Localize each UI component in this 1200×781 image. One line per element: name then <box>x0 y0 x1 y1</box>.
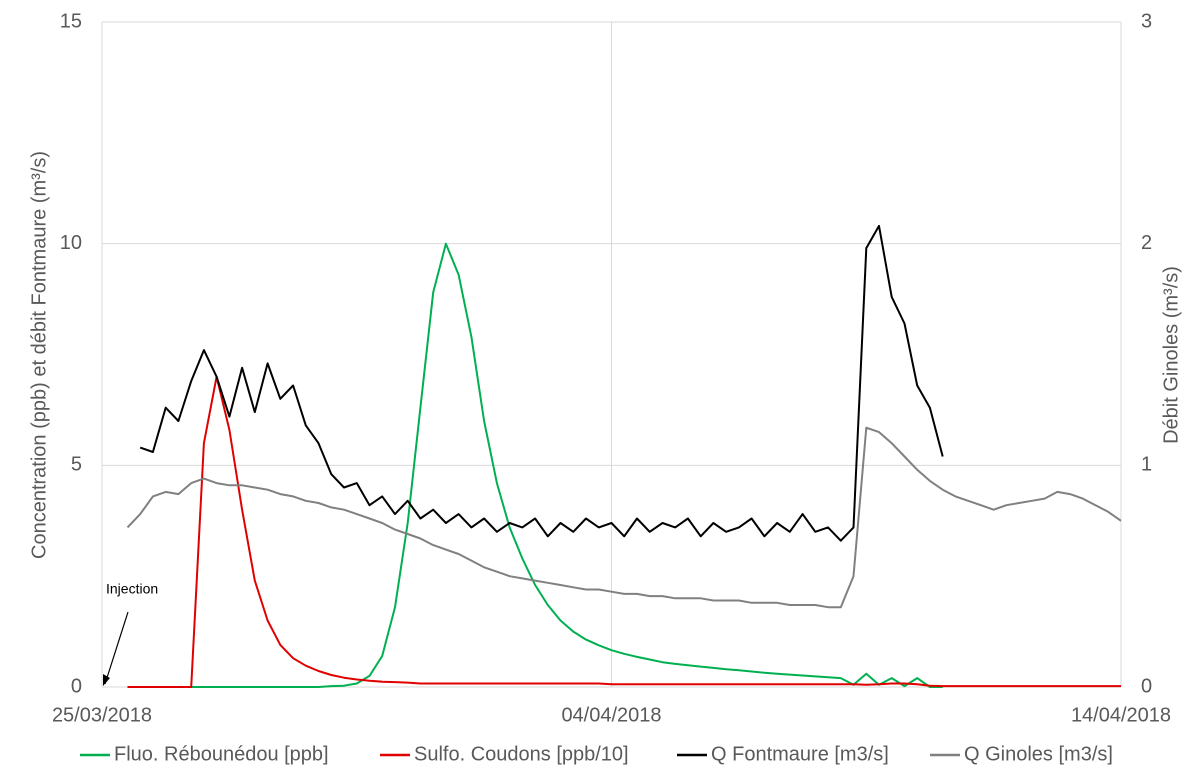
y2-axis-label: Débit Ginoles (m³/s) <box>1160 266 1182 444</box>
y2-tick-label: 3 <box>1141 10 1152 32</box>
x-tick-label: 04/04/2018 <box>561 704 661 726</box>
series-line <box>139 224 944 542</box>
x-tick-label: 14/04/2018 <box>1071 704 1171 726</box>
y-tick-label: 0 <box>71 675 82 697</box>
series-line <box>126 426 1122 609</box>
annotation: Injection <box>106 581 158 597</box>
y-tick-label: 15 <box>60 10 82 32</box>
y-axis-label: Concentration (ppb) et débit Fontmaure (… <box>28 151 50 559</box>
legend-label: Sulfo. Coudons [ppb/10] <box>414 743 629 765</box>
y2-tick-label: 0 <box>1141 675 1152 697</box>
legend-label: Fluo. Rébounédou [ppb] <box>114 743 329 765</box>
y-tick-label: 10 <box>60 232 82 254</box>
series-line <box>127 375 1121 688</box>
annotation-arrowhead <box>103 674 110 686</box>
legend-label: Q Ginoles [m3/s] <box>964 743 1113 765</box>
x-tick-label: 25/03/2018 <box>52 704 152 726</box>
legend-label: Q Fontmaure [m3/s] <box>711 743 889 765</box>
y2-tick-label: 1 <box>1141 454 1152 476</box>
annotation-arrow <box>104 611 129 685</box>
y2-tick-label: 2 <box>1141 232 1152 254</box>
y-tick-label: 5 <box>71 454 82 476</box>
series-line <box>127 242 943 688</box>
